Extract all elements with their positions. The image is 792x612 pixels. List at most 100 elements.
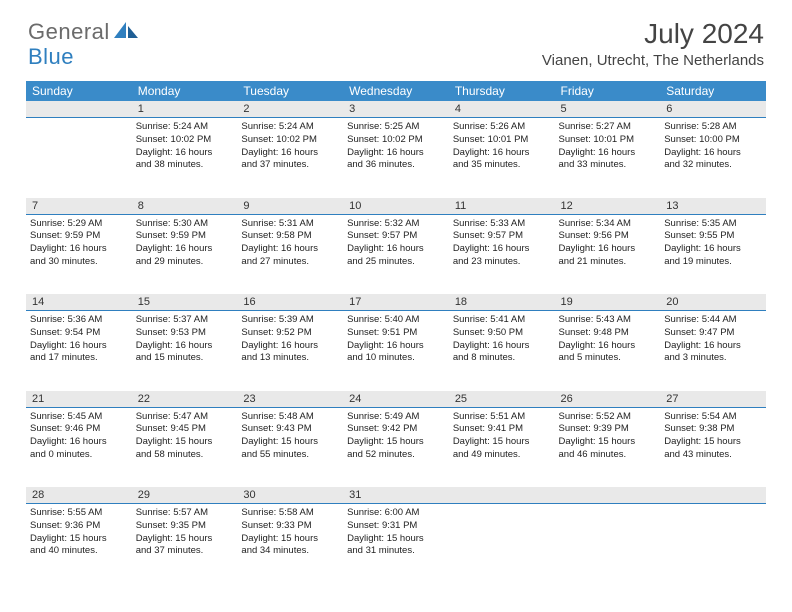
day-sunrise: Sunrise: 5:51 AM xyxy=(453,411,551,424)
day-cell: Sunrise: 5:58 AMSunset: 9:33 PMDaylight:… xyxy=(237,504,343,584)
day-cell: Sunrise: 5:37 AMSunset: 9:53 PMDaylight:… xyxy=(132,311,238,391)
day-day2: and 0 minutes. xyxy=(30,449,128,462)
day-day1: Daylight: 15 hours xyxy=(241,533,339,546)
day-header: Tuesday xyxy=(237,81,343,101)
day-day2: and 21 minutes. xyxy=(559,256,657,269)
day-number: 30 xyxy=(237,487,343,504)
day-sunrise: Sunrise: 5:43 AM xyxy=(559,314,657,327)
header: General July 2024 Vianen, Utrecht, The N… xyxy=(0,0,792,75)
day-cell: Sunrise: 5:51 AMSunset: 9:41 PMDaylight:… xyxy=(449,407,555,487)
day-sunrise: Sunrise: 5:25 AM xyxy=(347,121,445,134)
day-sunrise: Sunrise: 5:26 AM xyxy=(453,121,551,134)
day-header: Monday xyxy=(132,81,238,101)
day-cell: Sunrise: 5:41 AMSunset: 9:50 PMDaylight:… xyxy=(449,311,555,391)
day-day1: Daylight: 16 hours xyxy=(30,436,128,449)
day-cell: Sunrise: 5:33 AMSunset: 9:57 PMDaylight:… xyxy=(449,214,555,294)
day-day2: and 40 minutes. xyxy=(30,545,128,558)
day-number: 14 xyxy=(26,294,132,311)
day-sunset: Sunset: 9:41 PM xyxy=(453,423,551,436)
day-number: 20 xyxy=(660,294,766,311)
day-cell xyxy=(555,504,661,584)
day-day1: Daylight: 15 hours xyxy=(347,436,445,449)
day-sunrise: Sunrise: 5:40 AM xyxy=(347,314,445,327)
day-cell: Sunrise: 5:35 AMSunset: 9:55 PMDaylight:… xyxy=(660,214,766,294)
day-sunrise: Sunrise: 5:55 AM xyxy=(30,507,128,520)
day-sunset: Sunset: 10:00 PM xyxy=(664,134,762,147)
day-day2: and 30 minutes. xyxy=(30,256,128,269)
day-day2: and 32 minutes. xyxy=(664,159,762,172)
day-day2: and 15 minutes. xyxy=(136,352,234,365)
day-sunrise: Sunrise: 5:37 AM xyxy=(136,314,234,327)
day-header-row: Sunday Monday Tuesday Wednesday Thursday… xyxy=(26,81,766,101)
day-day2: and 13 minutes. xyxy=(241,352,339,365)
day-header: Sunday xyxy=(26,81,132,101)
day-day1: Daylight: 15 hours xyxy=(347,533,445,546)
day-sunset: Sunset: 9:59 PM xyxy=(136,230,234,243)
day-day2: and 33 minutes. xyxy=(559,159,657,172)
day-day1: Daylight: 16 hours xyxy=(664,147,762,160)
day-sunrise: Sunrise: 5:39 AM xyxy=(241,314,339,327)
day-cell: Sunrise: 5:40 AMSunset: 9:51 PMDaylight:… xyxy=(343,311,449,391)
day-number xyxy=(449,487,555,504)
day-number xyxy=(555,487,661,504)
day-cell: Sunrise: 5:55 AMSunset: 9:36 PMDaylight:… xyxy=(26,504,132,584)
day-day2: and 8 minutes. xyxy=(453,352,551,365)
day-content-row: Sunrise: 5:29 AMSunset: 9:59 PMDaylight:… xyxy=(26,214,766,294)
day-day1: Daylight: 16 hours xyxy=(664,340,762,353)
day-sunrise: Sunrise: 5:41 AM xyxy=(453,314,551,327)
day-day1: Daylight: 16 hours xyxy=(453,340,551,353)
day-sunset: Sunset: 9:31 PM xyxy=(347,520,445,533)
day-content-row: Sunrise: 5:45 AMSunset: 9:46 PMDaylight:… xyxy=(26,407,766,487)
day-number: 27 xyxy=(660,391,766,408)
day-day1: Daylight: 16 hours xyxy=(347,340,445,353)
day-sunset: Sunset: 9:36 PM xyxy=(30,520,128,533)
day-number: 22 xyxy=(132,391,238,408)
day-sunset: Sunset: 9:42 PM xyxy=(347,423,445,436)
day-cell: Sunrise: 5:47 AMSunset: 9:45 PMDaylight:… xyxy=(132,407,238,487)
day-cell: Sunrise: 5:44 AMSunset: 9:47 PMDaylight:… xyxy=(660,311,766,391)
day-sunrise: Sunrise: 5:45 AM xyxy=(30,411,128,424)
day-cell: Sunrise: 5:39 AMSunset: 9:52 PMDaylight:… xyxy=(237,311,343,391)
day-day2: and 55 minutes. xyxy=(241,449,339,462)
day-cell xyxy=(449,504,555,584)
day-day2: and 29 minutes. xyxy=(136,256,234,269)
day-day2: and 36 minutes. xyxy=(347,159,445,172)
day-header: Saturday xyxy=(660,81,766,101)
day-day1: Daylight: 16 hours xyxy=(347,147,445,160)
day-sunset: Sunset: 9:33 PM xyxy=(241,520,339,533)
day-number: 5 xyxy=(555,101,661,118)
day-number: 4 xyxy=(449,101,555,118)
day-day1: Daylight: 16 hours xyxy=(347,243,445,256)
day-cell: Sunrise: 5:28 AMSunset: 10:00 PMDaylight… xyxy=(660,118,766,198)
title-block: July 2024 Vianen, Utrecht, The Netherlan… xyxy=(542,18,764,69)
logo-text-blue: Blue xyxy=(28,44,74,69)
month-title: July 2024 xyxy=(542,18,764,50)
day-sunrise: Sunrise: 5:44 AM xyxy=(664,314,762,327)
day-content-row: Sunrise: 5:55 AMSunset: 9:36 PM Daylight:… xyxy=(26,504,766,584)
day-day2: and 19 minutes. xyxy=(664,256,762,269)
day-sunset: Sunset: 9:45 PM xyxy=(136,423,234,436)
day-sunrise: Sunrise: 5:28 AM xyxy=(664,121,762,134)
day-day2: and 46 minutes. xyxy=(559,449,657,462)
day-sunset: Sunset: 9:43 PM xyxy=(241,423,339,436)
day-sunset: Sunset: 9:46 PM xyxy=(30,423,128,436)
day-number: 18 xyxy=(449,294,555,311)
day-sunset: Sunset: 9:50 PM xyxy=(453,327,551,340)
day-cell: Sunrise: 5:29 AMSunset: 9:59 PMDaylight:… xyxy=(26,214,132,294)
day-cell xyxy=(660,504,766,584)
day-day2: and 23 minutes. xyxy=(453,256,551,269)
day-number: 10 xyxy=(343,198,449,215)
day-cell: Sunrise: 5:24 AMSunset: 10:02 PMDaylight… xyxy=(132,118,238,198)
day-sunset: Sunset: 10:02 PM xyxy=(136,134,234,147)
day-day2: and 34 minutes. xyxy=(241,545,339,558)
day-cell: Sunrise: 5:27 AMSunset: 10:01 PMDaylight… xyxy=(555,118,661,198)
day-header: Friday xyxy=(555,81,661,101)
day-day1: Daylight: 15 hours xyxy=(241,436,339,449)
day-sunset: Sunset: 10:02 PM xyxy=(241,134,339,147)
day-number: 24 xyxy=(343,391,449,408)
day-number: 15 xyxy=(132,294,238,311)
day-cell: Sunrise: 5:49 AMSunset: 9:42 PMDaylight:… xyxy=(343,407,449,487)
day-sunset: Sunset: 9:48 PM xyxy=(559,327,657,340)
day-day1: Daylight: 15 hours xyxy=(453,436,551,449)
day-day2: and 52 minutes. xyxy=(347,449,445,462)
